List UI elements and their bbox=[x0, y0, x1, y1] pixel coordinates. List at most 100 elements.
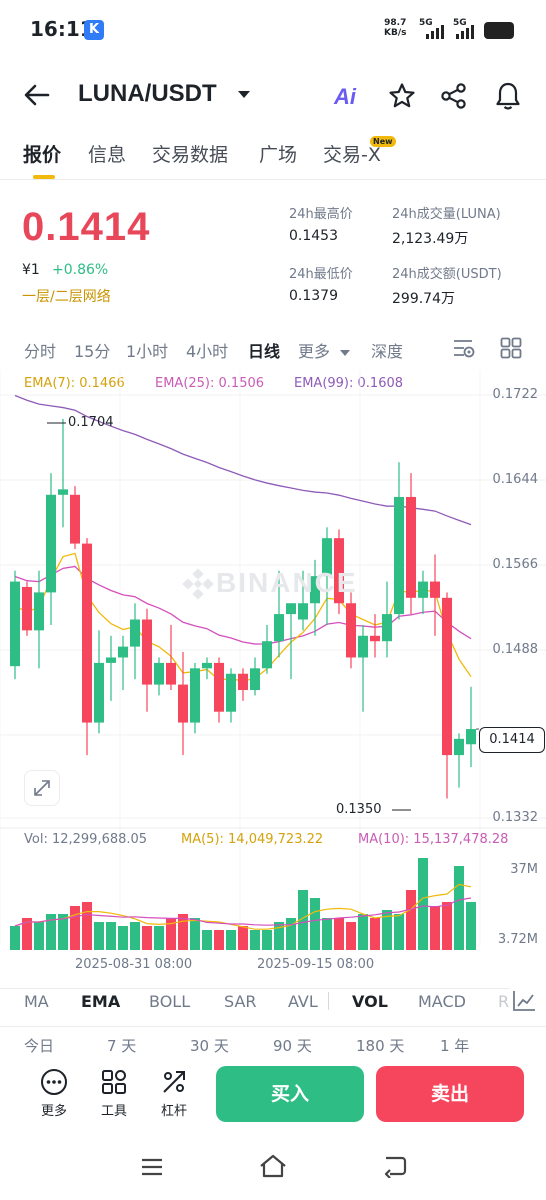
y-tick-label: 0.1332 bbox=[492, 810, 539, 825]
buy-button[interactable]: 买入 bbox=[216, 1066, 364, 1122]
interval-1d[interactable]: 日线 bbox=[248, 342, 281, 361]
more-caret-icon[interactable] bbox=[339, 343, 351, 362]
high-marker-label: 0.1704 bbox=[68, 415, 114, 430]
volume-bar bbox=[118, 926, 128, 950]
interval-1h[interactable]: 1小时 bbox=[126, 342, 169, 361]
volume-ma5-line bbox=[14, 883, 472, 930]
volume-bar bbox=[442, 902, 452, 950]
indicator-avl[interactable]: AVL bbox=[288, 992, 318, 1011]
low-24h-value: 0.1379 bbox=[289, 288, 338, 304]
volume-bar bbox=[418, 858, 428, 950]
volume-bar bbox=[58, 914, 68, 950]
tab-info[interactable]: 信息 bbox=[88, 144, 127, 166]
chart-settings-icon[interactable] bbox=[452, 337, 476, 363]
network-speed-value: 98.7 bbox=[384, 18, 407, 28]
favorite-star-icon[interactable] bbox=[388, 82, 416, 110]
candle-body bbox=[238, 673, 248, 691]
battery-icon bbox=[484, 22, 514, 39]
volume-bar bbox=[238, 926, 248, 950]
indicator-boll[interactable]: BOLL bbox=[149, 992, 191, 1011]
sim2-label: 5G bbox=[453, 18, 467, 28]
binance-logo-icon bbox=[182, 568, 214, 604]
back-nav-icon[interactable] bbox=[382, 1154, 408, 1182]
tab-trading-data[interactable]: 交易数据 bbox=[152, 144, 229, 166]
tab-square[interactable]: 广场 bbox=[259, 144, 298, 166]
active-tab-indicator bbox=[33, 175, 55, 179]
interval-depth[interactable]: 深度 bbox=[371, 342, 404, 361]
range-1y[interactable]: 1 年 bbox=[440, 1037, 470, 1055]
menu-icon[interactable] bbox=[140, 1156, 164, 1182]
indicator-settings-icon[interactable] bbox=[510, 988, 546, 1016]
interval-more[interactable]: 更多 bbox=[298, 342, 331, 361]
range-today[interactable]: 今日 bbox=[24, 1037, 55, 1055]
leverage-button[interactable]: 杠杆 bbox=[152, 1068, 196, 1119]
network-speed-unit: KB/s bbox=[384, 28, 407, 38]
volume-bar bbox=[322, 918, 332, 950]
current-price-tag: 0.1414 bbox=[479, 727, 545, 753]
y-tick-label: 0.1722 bbox=[492, 387, 539, 402]
candle-body bbox=[214, 662, 224, 712]
candle-body bbox=[142, 619, 152, 685]
interval-4h[interactable]: 4小时 bbox=[186, 342, 229, 361]
network-tag[interactable]: 一层/二层网络 bbox=[22, 289, 111, 305]
candle-body bbox=[382, 614, 392, 642]
sell-button[interactable]: 卖出 bbox=[376, 1066, 524, 1122]
candle-body bbox=[286, 603, 296, 615]
indicator-rsi[interactable]: R bbox=[498, 992, 510, 1011]
candle-body bbox=[70, 494, 80, 544]
signal-strength-icon bbox=[426, 25, 448, 39]
volume-bar bbox=[22, 918, 32, 950]
share-icon[interactable] bbox=[440, 82, 468, 110]
volume-bar bbox=[370, 918, 380, 950]
indicator-selector bbox=[0, 988, 546, 1016]
candle-body bbox=[394, 496, 404, 615]
more-button[interactable]: 更多 bbox=[32, 1068, 76, 1119]
candle-body bbox=[298, 603, 308, 620]
tab-quote[interactable]: 报价 bbox=[23, 144, 62, 166]
volume-bar bbox=[274, 922, 284, 950]
candle-body bbox=[46, 494, 56, 593]
home-icon[interactable] bbox=[258, 1153, 288, 1183]
indicator-sar[interactable]: SAR bbox=[224, 992, 257, 1011]
volume-bar bbox=[166, 918, 176, 950]
back-arrow-icon[interactable] bbox=[22, 80, 52, 110]
low-24h-label: 24h最低价 bbox=[289, 267, 353, 282]
caret-down-icon[interactable] bbox=[236, 86, 252, 102]
range-7d[interactable]: 7 天 bbox=[107, 1037, 137, 1055]
network-speed: 98.7 KB/s bbox=[384, 18, 406, 38]
indicator-ema[interactable]: EMA bbox=[81, 992, 121, 1011]
range-30d[interactable]: 30 天 bbox=[190, 1037, 229, 1055]
volume-bar bbox=[430, 906, 440, 950]
volume-bar bbox=[154, 926, 164, 950]
candlestick-chart[interactable] bbox=[0, 370, 546, 970]
candle-body bbox=[370, 635, 380, 642]
indicator-ma[interactable]: MA bbox=[24, 992, 49, 1011]
indicator-vol[interactable]: VOL bbox=[352, 992, 388, 1011]
volume-bar bbox=[454, 866, 464, 950]
ai-assistant-icon[interactable]: Ai bbox=[334, 84, 356, 109]
y-tick-label: 0.1644 bbox=[492, 472, 539, 487]
candle-body bbox=[274, 614, 284, 642]
volume-bar bbox=[94, 922, 104, 950]
watermark: BINANCE bbox=[216, 567, 358, 598]
tab-trade-x[interactable]: 交易-X bbox=[323, 144, 381, 166]
candle-body bbox=[226, 673, 236, 712]
volume-luna-label: 24h成交量(LUNA) bbox=[392, 207, 501, 222]
interval-time[interactable]: 分时 bbox=[24, 342, 57, 361]
x-axis-date: 2025-09-15 08:00 bbox=[257, 957, 375, 972]
tools-button[interactable]: 工具 bbox=[92, 1068, 136, 1119]
range-180d[interactable]: 180 天 bbox=[356, 1037, 405, 1055]
fullscreen-expand-icon[interactable] bbox=[24, 770, 60, 806]
notification-bell-icon[interactable] bbox=[494, 81, 522, 111]
layout-grid-icon[interactable] bbox=[500, 337, 522, 363]
sim1-label: 5G bbox=[419, 18, 433, 28]
range-90d[interactable]: 90 天 bbox=[273, 1037, 312, 1055]
candle-body bbox=[418, 581, 428, 598]
high-24h-label: 24h最高价 bbox=[289, 207, 353, 222]
trading-pair-title[interactable]: LUNA/USDT bbox=[78, 80, 217, 107]
indicator-macd[interactable]: MACD bbox=[418, 992, 466, 1011]
candle-body bbox=[58, 489, 68, 495]
volume-bar bbox=[130, 922, 140, 950]
interval-15m[interactable]: 15分 bbox=[74, 342, 111, 361]
candle-body bbox=[262, 641, 272, 669]
